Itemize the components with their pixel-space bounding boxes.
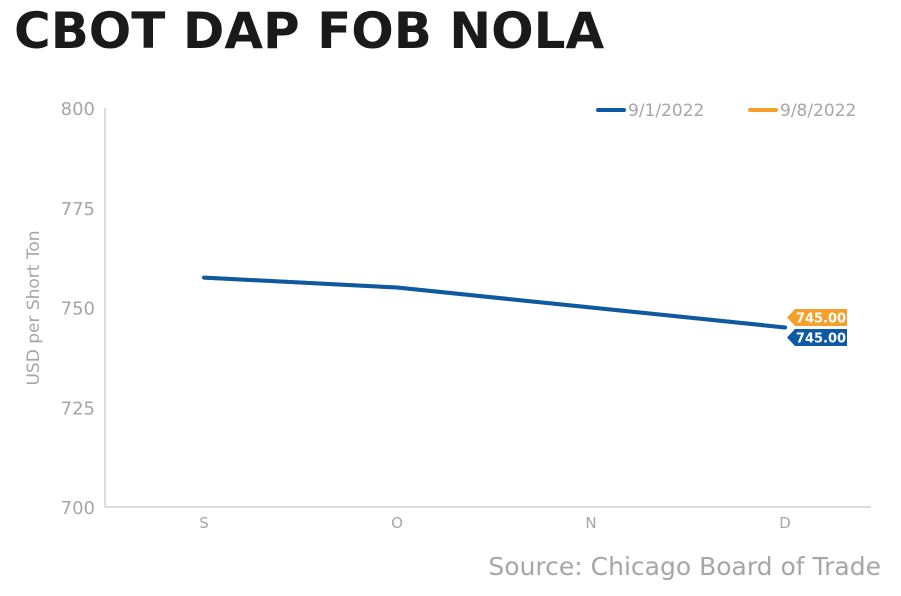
legend-label: 9/1/2022 <box>628 101 704 121</box>
end-value-label: 745.00 <box>796 331 846 346</box>
y-tick-label: 700 <box>61 498 95 519</box>
x-tick-label: D <box>779 514 791 532</box>
series-line <box>202 275 787 330</box>
series-lines <box>202 275 787 330</box>
x-tick-label: O <box>391 514 403 532</box>
chart-title: CBOT DAP FOB NOLA <box>14 2 605 60</box>
end-value-tag <box>787 308 847 326</box>
x-tick-label: S <box>199 514 209 532</box>
y-tick-label: 725 <box>61 398 95 419</box>
y-tick-label: 800 <box>61 99 95 120</box>
y-axis-ticks: 800 775 750 725 700 <box>61 99 95 519</box>
end-value-tags: 745.00 745.00 <box>787 308 847 346</box>
legend: 9/1/2022 9/8/2022 <box>596 101 856 121</box>
y-axis-label: USD per Short Ton <box>24 230 44 385</box>
end-value-tag <box>787 328 847 346</box>
x-tick-label: N <box>585 514 596 532</box>
legend-label: 9/8/2022 <box>780 101 856 121</box>
y-tick-label: 775 <box>61 199 95 220</box>
source-note: Source: Chicago Board of Trade <box>488 552 881 581</box>
end-value-label: 745.00 <box>796 311 846 326</box>
chart-axes <box>104 108 871 508</box>
y-tick-label: 750 <box>61 299 95 320</box>
